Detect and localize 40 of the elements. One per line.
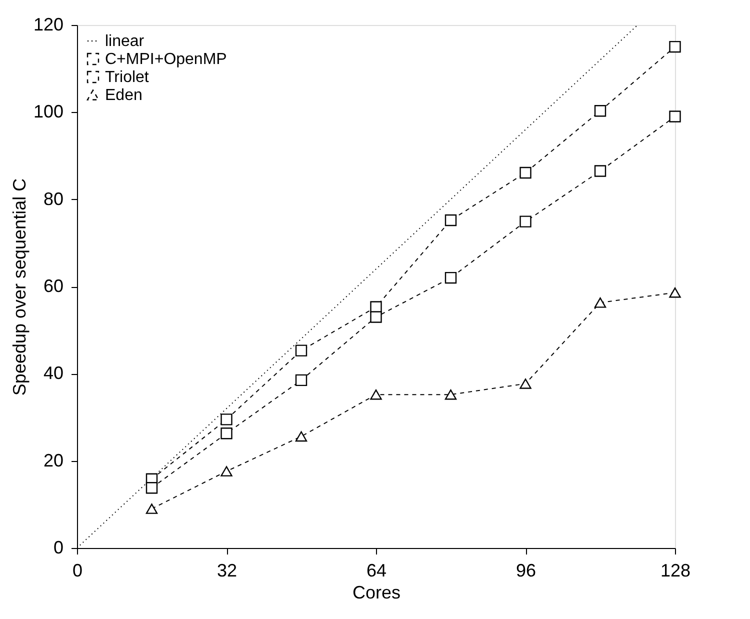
legend-label: Triolet <box>105 69 150 86</box>
x-tick-label: 128 <box>660 560 691 580</box>
point <box>295 374 308 386</box>
point <box>520 378 532 389</box>
point <box>669 287 681 298</box>
point <box>146 504 158 514</box>
point <box>669 110 681 122</box>
y-tick-label: 100 <box>33 102 64 122</box>
y-tick-label: 0 <box>53 538 64 558</box>
x-tick-label: 32 <box>216 560 238 580</box>
point <box>594 165 606 177</box>
x-axis-title: Cores <box>352 582 401 602</box>
point <box>669 40 681 53</box>
point <box>295 344 308 356</box>
point <box>594 297 606 308</box>
point <box>146 482 158 494</box>
point <box>444 214 457 226</box>
point <box>220 428 232 440</box>
point <box>444 272 457 284</box>
point <box>370 389 382 400</box>
x-tick-label: 0 <box>72 560 83 580</box>
legend-label: linear <box>105 33 145 50</box>
y-tick-label: 40 <box>43 363 64 384</box>
point <box>370 311 382 323</box>
y-tick-label: 80 <box>43 188 64 209</box>
point <box>295 431 308 442</box>
y-tick-label: 120 <box>33 14 64 34</box>
x-tick-label: 64 <box>366 560 387 580</box>
y-tick-label: 20 <box>43 450 64 470</box>
x-tick-label: 96 <box>516 560 536 580</box>
point <box>220 414 232 426</box>
point <box>594 105 606 117</box>
legend-label: Eden <box>105 87 142 104</box>
point <box>520 216 532 228</box>
point <box>444 389 457 400</box>
point <box>520 166 532 179</box>
legend-label: C+MPI+OpenMP <box>105 51 227 68</box>
y-axis-title: Speedup over sequential C <box>9 178 30 396</box>
y-tick-label: 60 <box>43 276 64 296</box>
point <box>220 466 232 476</box>
